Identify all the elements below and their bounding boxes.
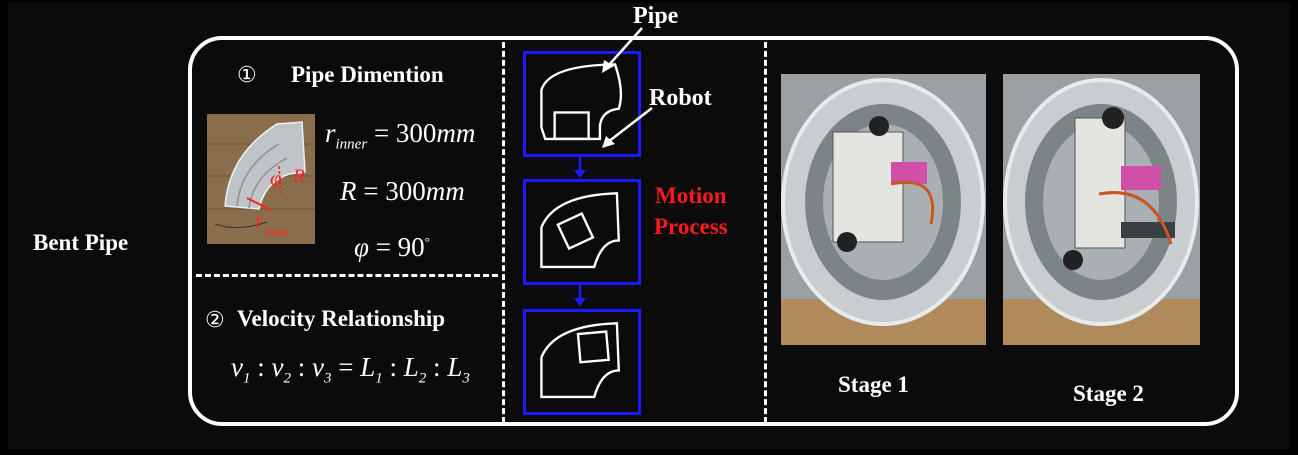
photo-label-r-sub: inner bbox=[265, 225, 291, 239]
motion-step-3-box bbox=[523, 309, 641, 415]
section1-title: Pipe Dimention bbox=[291, 62, 444, 87]
stage-1-label: Stage 1 bbox=[838, 372, 909, 397]
robot-callout-label: Robot bbox=[649, 85, 712, 111]
motion-process-line2: Process bbox=[654, 214, 728, 239]
robot-callout-arrow bbox=[607, 107, 653, 143]
pipe-callout-label: Pipe bbox=[633, 3, 679, 29]
formula-R-var: R bbox=[340, 176, 357, 206]
photo-label-R: R bbox=[293, 166, 305, 187]
v2-sub: 2 bbox=[283, 370, 291, 387]
motion-flow-arrows bbox=[574, 156, 586, 306]
motion-step-2-diagram bbox=[540, 192, 621, 269]
stage-2-photo bbox=[1003, 74, 1200, 345]
motion-process-label: Motion Process bbox=[654, 180, 728, 242]
section1-number: ① bbox=[237, 62, 257, 87]
separator-right bbox=[764, 42, 767, 423]
L2-sub: 2 bbox=[418, 370, 427, 387]
motion-step-1-diagram bbox=[540, 63, 623, 141]
formula-velocity: v1 : v2 : v3 = L1 : L2 : L3 bbox=[231, 352, 470, 387]
formula-phi-sup: ° bbox=[424, 234, 430, 249]
motion-step-3-diagram bbox=[540, 322, 621, 399]
formula-phi-var: φ bbox=[354, 232, 369, 262]
v3-sub: 3 bbox=[323, 370, 332, 387]
formula-r-inner-sub: inner bbox=[335, 136, 368, 153]
photo-label-r: r bbox=[255, 208, 264, 232]
L2-var: L bbox=[403, 352, 419, 382]
photo-label-phi: φ bbox=[270, 166, 282, 190]
L3-var: L bbox=[447, 352, 463, 382]
flow-arrowhead-2 bbox=[574, 298, 586, 306]
separator-left bbox=[502, 42, 505, 423]
L3-sub: 3 bbox=[462, 370, 470, 387]
v2-var: v bbox=[271, 352, 284, 382]
section2-title: Velocity Relationship bbox=[237, 306, 446, 331]
formula-phi: φ = 90° bbox=[354, 232, 430, 263]
pipe-callout-arrow bbox=[607, 27, 643, 67]
L1-sub: 1 bbox=[375, 370, 383, 387]
motion-process-line1: Motion bbox=[655, 183, 727, 208]
v1-var: v bbox=[231, 352, 243, 382]
formula-R-unit: mm bbox=[425, 176, 465, 206]
motion-step-1-box bbox=[523, 51, 641, 157]
separator-horizontal bbox=[196, 274, 498, 277]
stage-1-photo-illustration bbox=[781, 74, 986, 345]
formula-phi-value: = 90 bbox=[368, 232, 425, 262]
v3-var: v bbox=[312, 352, 324, 382]
formula-R: R = 300mm bbox=[340, 176, 465, 207]
robot-callout-arrowhead bbox=[602, 136, 615, 148]
callout-arrows bbox=[602, 27, 653, 148]
bent-pipe-panel bbox=[188, 36, 1239, 426]
stage-1-photo bbox=[781, 74, 986, 345]
formula-R-value: = 300 bbox=[356, 176, 426, 206]
stage-2-label: Stage 2 bbox=[1073, 381, 1144, 406]
stage-2-photo-illustration bbox=[1003, 74, 1200, 345]
motion-step-2-box bbox=[523, 179, 641, 285]
pipe-photo-illustration bbox=[207, 114, 315, 244]
row-label: Bent Pipe bbox=[33, 230, 129, 255]
L1-var: L bbox=[360, 352, 376, 382]
pipe-callout-arrowhead bbox=[602, 60, 614, 73]
pipe-dimension-photo: φ R r inner bbox=[207, 114, 315, 244]
flow-arrowhead-1 bbox=[574, 170, 586, 178]
formula-r-inner: rinner = 300mm bbox=[325, 118, 475, 153]
formula-r-inner-unit: mm bbox=[436, 118, 476, 148]
section2-number: ② bbox=[205, 307, 225, 332]
v1-sub: 1 bbox=[242, 370, 251, 387]
formula-r-inner-value: = 300 bbox=[367, 118, 437, 148]
formula-r-inner-var: r bbox=[325, 118, 336, 148]
